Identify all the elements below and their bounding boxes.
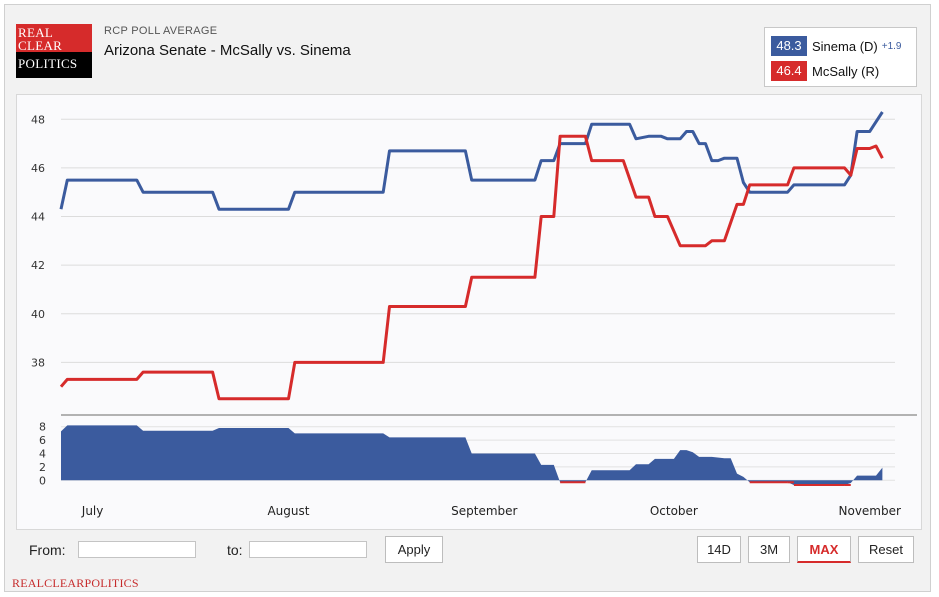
spread-y-tick-label: 2	[39, 461, 46, 474]
apply-button[interactable]: Apply	[385, 536, 443, 563]
legend-item-mcsally: 46.4 McSally (R)	[771, 60, 879, 82]
main-y-tick-label: 42	[31, 259, 45, 272]
footer-brand: REALCLEARPOLITICS	[12, 576, 139, 590]
main-y-tick-label: 48	[31, 113, 45, 126]
logo-line-1: REAL	[18, 25, 54, 40]
logo-line-2: CLEAR	[18, 38, 63, 53]
rcp-logo: REAL CLEAR POLITICS	[16, 24, 92, 78]
spread-y-tick-label: 0	[39, 474, 46, 487]
legend-change-sinema: +1.9	[881, 40, 902, 52]
main-y-tick-label: 46	[31, 162, 45, 175]
x-month-label: November	[839, 504, 901, 518]
reset-button[interactable]: Reset	[858, 536, 914, 563]
spread-y-tick-label: 6	[39, 434, 46, 447]
to-label: to:	[227, 542, 243, 558]
series-line-mcsally	[59, 134, 884, 401]
chart-subtitle: RCP POLL AVERAGE	[104, 25, 218, 37]
x-month-label: September	[451, 504, 517, 518]
legend-name-sinema: Sinema (D)	[812, 38, 878, 54]
logo-line-3: POLITICS	[18, 56, 78, 71]
spread-area	[61, 425, 883, 485]
main-y-tick-label: 40	[31, 308, 45, 321]
chart-title: Arizona Senate - McSally vs. Sinema	[104, 42, 351, 59]
legend-value-mcsally: 46.4	[771, 61, 807, 81]
spread-y-tick-label: 8	[39, 421, 46, 434]
legend-name-mcsally: McSally (R)	[812, 63, 880, 79]
chart-area[interactable]: 38 40 42 44 46 48 0 2 4 6 8 July August September Octo…	[16, 94, 922, 530]
range-max-button[interactable]: MAX	[797, 536, 851, 563]
to-date-input[interactable]	[249, 541, 367, 558]
from-date-input[interactable]	[78, 541, 196, 558]
legend: 48.3 Sinema (D) +1.9 46.4 McSally (R)	[764, 27, 917, 87]
date-controls: From: to: Apply 14D 3M MAX Reset	[16, 530, 922, 570]
legend-value-sinema: 48.3	[771, 36, 807, 56]
x-month-label: August	[267, 504, 309, 518]
from-label: From:	[29, 542, 66, 558]
range-14d-button[interactable]: 14D	[697, 536, 741, 563]
x-month-label: July	[81, 504, 104, 518]
main-y-tick-label: 38	[31, 356, 45, 369]
spread-y-tick-label: 4	[39, 448, 46, 461]
main-y-tick-label: 44	[31, 211, 45, 224]
legend-item-sinema: 48.3 Sinema (D) +1.9	[771, 35, 902, 57]
series-line-sinema	[59, 111, 884, 211]
range-3m-button[interactable]: 3M	[748, 536, 790, 563]
x-month-label: October	[650, 504, 698, 518]
